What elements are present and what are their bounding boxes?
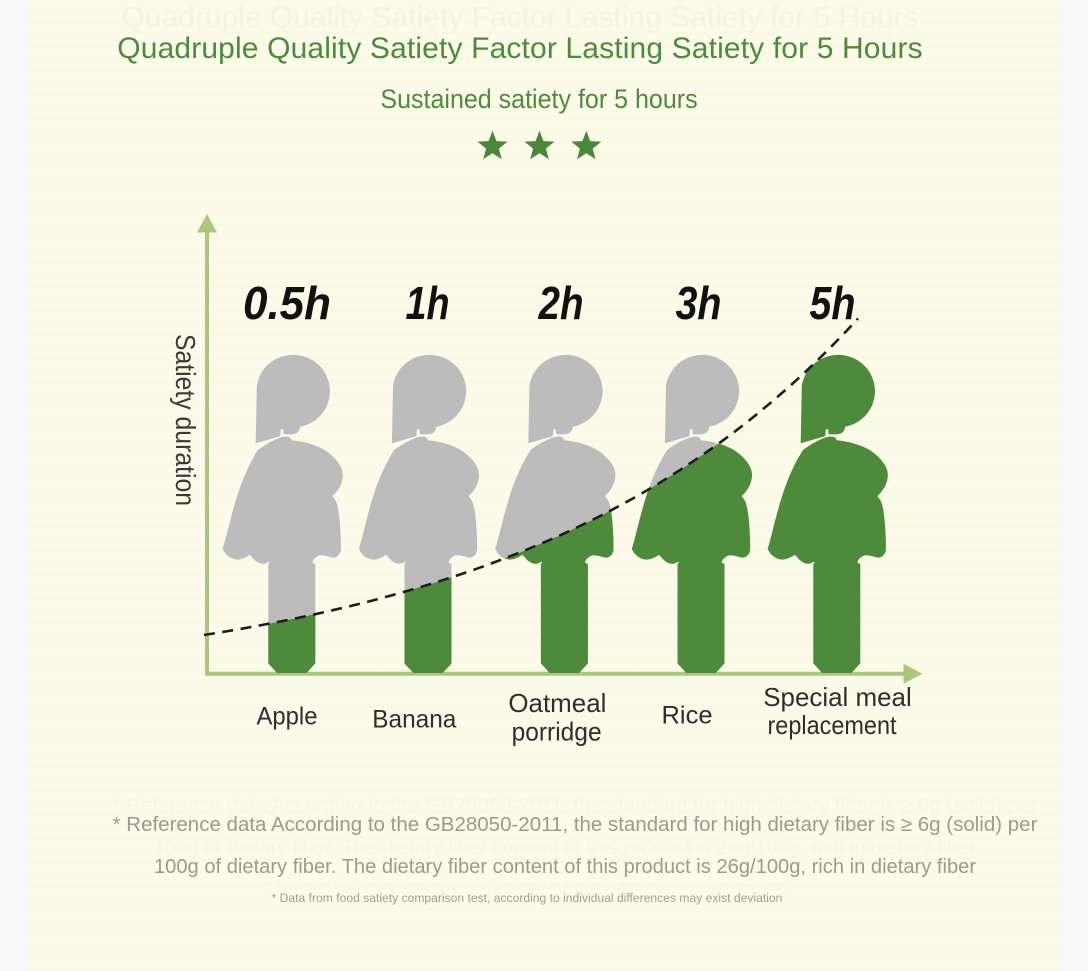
svg-text:Oatmeal: Oatmeal <box>508 688 606 718</box>
svg-text:3h: 3h <box>676 277 722 329</box>
svg-text:porridge: porridge <box>512 717 602 747</box>
svg-text:Banana: Banana <box>372 706 456 734</box>
svg-text:Rice: Rice <box>662 702 713 730</box>
svg-text:Special meal: Special meal <box>763 682 912 712</box>
svg-text:0.5h: 0.5h <box>243 277 331 329</box>
svg-text:Apple: Apple <box>257 702 318 730</box>
svg-text:Satiety duration: Satiety duration <box>170 334 201 506</box>
svg-text:1h: 1h <box>406 277 450 329</box>
svg-text:2h: 2h <box>538 277 584 329</box>
svg-text:replacement: replacement <box>768 710 898 740</box>
svg-text:5h: 5h <box>810 277 856 329</box>
